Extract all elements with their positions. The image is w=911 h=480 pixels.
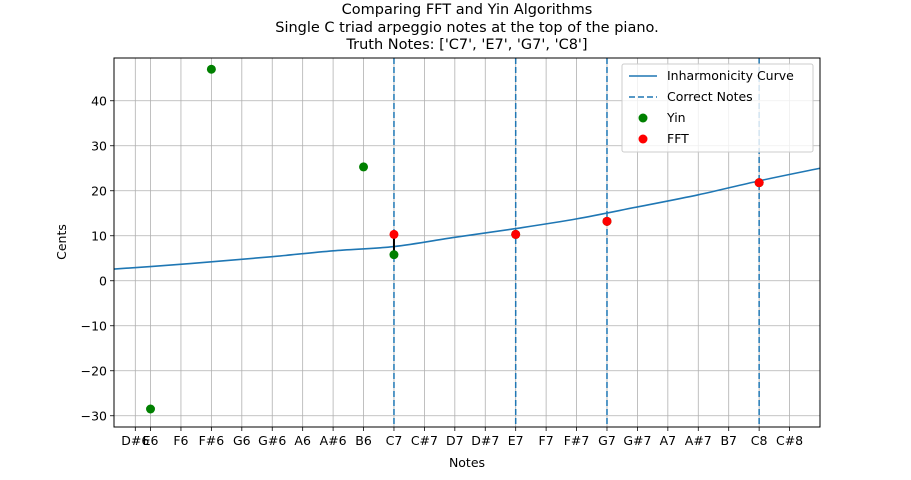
yin-point <box>359 162 369 172</box>
y-tick-label: 30 <box>91 138 107 153</box>
legend-yin-swatch <box>638 113 648 123</box>
legend-correct-label: Correct Notes <box>667 89 753 104</box>
y-tick-label: −20 <box>81 363 107 378</box>
legend-fft-label: FFT <box>667 131 689 146</box>
y-tick-label: 20 <box>91 183 107 198</box>
x-tick-label: A7 <box>660 433 677 448</box>
x-tick-label: G7 <box>598 433 616 448</box>
x-tick-label: G#7 <box>623 433 651 448</box>
y-tick-label: 10 <box>91 228 107 243</box>
x-tick-label: C#8 <box>776 433 803 448</box>
x-tick-label: C#7 <box>411 433 438 448</box>
inharmonicity-curve-line <box>113 167 821 270</box>
x-tick-label: A#7 <box>685 433 712 448</box>
yin-point <box>146 404 156 414</box>
fft-points <box>389 178 764 239</box>
x-tick-label: C8 <box>751 433 768 448</box>
y-tick-label: 40 <box>91 93 107 108</box>
x-tick-label: G#6 <box>258 433 286 448</box>
x-tick-label: D#6 <box>121 433 149 448</box>
x-tick-label: A6 <box>294 433 311 448</box>
chart-title: Comparing FFT and Yin Algorithms Single … <box>275 2 659 53</box>
x-tick-label: G6 <box>233 433 251 448</box>
legend-curve-label: Inharmonicity Curve <box>667 68 794 83</box>
legend-yin-label: Yin <box>666 110 686 125</box>
x-tick-label: F#6 <box>199 433 225 448</box>
x-tick-label: E6 <box>143 433 159 448</box>
x-tick-label: D7 <box>446 433 464 448</box>
x-tick-label: A#6 <box>320 433 347 448</box>
inharmonicity-curve-layer <box>113 167 821 270</box>
y-axis-ticks: −30 −20 −10 0 10 20 30 40 <box>81 93 114 423</box>
fft-point <box>389 229 399 239</box>
yin-point <box>389 250 399 260</box>
y-tick-label: 0 <box>99 273 107 288</box>
legend-box <box>621 63 814 153</box>
chart-title-line-1: Comparing FFT and Yin Algorithms <box>342 2 593 18</box>
x-tick-label: C7 <box>386 433 403 448</box>
x-tick-label: B6 <box>355 433 372 448</box>
fft-point <box>602 216 612 226</box>
y-tick-label: −10 <box>81 318 107 333</box>
chart-title-line-2: Single C triad arpeggio notes at the top… <box>275 20 659 36</box>
x-axis-label: Notes <box>449 455 485 470</box>
y-axis-label: Cents <box>54 224 69 260</box>
x-axis-ticks: D#6E6 F6 F#6 G6 G#6 A6 A#6 B6 C7 C#7 D7 D#7 E7 F7 F#7 G… <box>121 427 803 448</box>
yin-point <box>206 64 216 74</box>
fft-point <box>754 178 764 188</box>
chart-title-line-3: Truth Notes: ['C7', 'E7', 'G7', 'C8'] <box>345 37 587 53</box>
x-tick-label: E7 <box>508 433 524 448</box>
legend-fft-swatch <box>638 134 648 144</box>
x-tick-label: F#7 <box>564 433 590 448</box>
plot-frame <box>113 57 821 428</box>
y-tick-label: −30 <box>81 408 107 423</box>
fft-point <box>511 229 521 239</box>
x-tick-label: F6 <box>173 433 188 448</box>
x-tick-label: B7 <box>720 433 737 448</box>
legend: Inharmonicity Curve Correct Notes Yin FF… <box>621 63 814 153</box>
x-tick-label: D#7 <box>471 433 499 448</box>
x-tick-label: F7 <box>539 433 554 448</box>
